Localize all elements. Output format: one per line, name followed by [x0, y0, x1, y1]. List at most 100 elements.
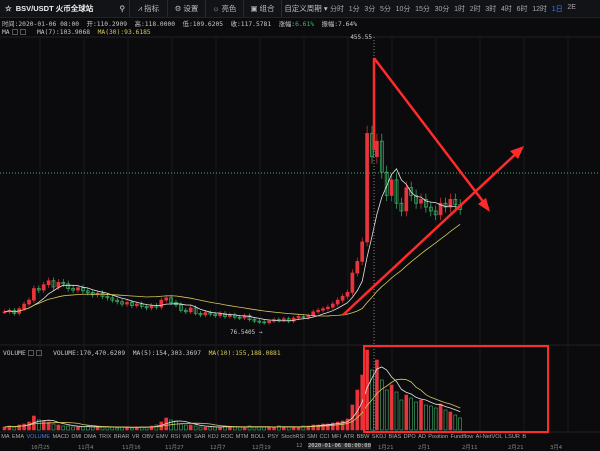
tab-stochrsi[interactable]: StochRSI [281, 434, 305, 440]
interval-3[interactable]: 5分 [379, 5, 391, 13]
volume-settings-icon[interactable] [27, 350, 34, 356]
volume-bar [61, 425, 66, 431]
tab-macd[interactable]: MACD [52, 434, 69, 440]
candle [433, 210, 438, 216]
tab-dmi[interactable]: DMI [71, 434, 82, 440]
settings-button[interactable]: ⚙ 设置 [168, 0, 206, 17]
candle [311, 311, 316, 317]
interval-2[interactable]: 3分 [364, 5, 376, 13]
search-icon[interactable]: ⚲ [119, 4, 126, 13]
tab-atr[interactable]: ATR [343, 434, 355, 440]
tab-vr[interactable]: VR [131, 434, 140, 440]
candle [355, 261, 360, 274]
volume-bar [27, 421, 31, 431]
ma-settings-icon[interactable] [11, 29, 18, 35]
custom-period-dropdown[interactable]: 自定义周期 ▾ [284, 4, 328, 13]
volume-bar [184, 424, 188, 431]
interval-9[interactable]: 3时 [485, 5, 497, 13]
interval-5[interactable]: 15分 [415, 5, 430, 13]
volume-bar [453, 414, 458, 431]
volume-ma10-line [4, 378, 461, 428]
interval-6[interactable]: 30分 [434, 5, 450, 13]
tab-boll[interactable]: BOLL [250, 434, 266, 440]
candle [144, 306, 149, 309]
volume-bar [41, 420, 46, 431]
tab-wr[interactable]: WR [182, 434, 192, 440]
tab-mfi[interactable]: MFI [331, 434, 342, 440]
interval-13[interactable]: 1日 [551, 5, 563, 13]
sun-icon: ☼ [212, 4, 220, 13]
tab-rsi[interactable]: RSI [170, 434, 180, 440]
volume-bar [36, 419, 41, 431]
tab-roc[interactable]: ROC [220, 434, 234, 440]
candle [252, 319, 257, 322]
theme-label: 亮色 [221, 4, 237, 13]
candle [149, 305, 154, 309]
tab-psy[interactable]: PSY [267, 434, 279, 440]
interval-0[interactable]: 分时 [330, 5, 344, 13]
tab-trix[interactable]: TRIX [98, 434, 112, 440]
tab-lsur[interactable]: LSUR [505, 434, 520, 440]
interval-11[interactable]: 6时 [516, 5, 528, 13]
star-icon[interactable]: ☆ [5, 4, 12, 13]
tab-ma[interactable]: MA [1, 434, 10, 440]
volume-bar [433, 407, 438, 431]
volume-bar [90, 426, 95, 431]
tab-skdj[interactable]: SKDJ [371, 434, 387, 440]
tab-dpo[interactable]: DPO [403, 434, 416, 440]
tab-sar[interactable]: SAR [194, 434, 206, 440]
volume-bar [228, 426, 232, 431]
date-label: 12 [296, 443, 303, 449]
combo-button[interactable]: ▣ 组合 [244, 0, 282, 17]
tab-bbw[interactable]: BBW [356, 434, 370, 440]
settings-label: 设置 [183, 4, 199, 13]
volume-bar [340, 420, 345, 431]
volume-bar [242, 426, 247, 431]
tab-ema[interactable]: EMA [11, 434, 25, 440]
candle [27, 299, 31, 305]
tab-cci[interactable]: CCI [319, 434, 330, 440]
ma-close-icon[interactable] [19, 29, 26, 35]
interval-7[interactable]: 1时 [454, 5, 466, 13]
symbol-selector[interactable]: ☆ BSV/USDT 火币全球站 ⚲ [0, 0, 130, 17]
tab-bias[interactable]: BIAS [388, 434, 402, 440]
interval-4[interactable]: 10分 [395, 5, 411, 13]
tab-ai-netvol[interactable]: AI-NetVOL [475, 434, 503, 440]
tab-position[interactable]: Position [428, 434, 449, 440]
toolbar: ☆ BSV/USDT 火币全球站 ⚲ ⩘ 指标 ⚙ 设置 ☼ 亮色 ▣ 组合 自定义周期 ▾… [0, 0, 600, 18]
volume-close-icon[interactable] [35, 350, 42, 356]
volume-bar [56, 424, 61, 431]
tab-mtm[interactable]: MTM [235, 434, 249, 440]
tab-smi[interactable]: SMI [307, 434, 318, 440]
indicators-button[interactable]: ⩘ 指标 [130, 0, 168, 17]
ma30-value: MA(30):93.6185 [97, 29, 151, 36]
volume-bar [233, 426, 237, 431]
tab-obv[interactable]: OBV [141, 434, 154, 440]
volume-bar [262, 426, 267, 431]
volume-bar [448, 411, 453, 431]
tab-brar[interactable]: BRAR [113, 434, 130, 440]
interval-8[interactable]: 2时 [469, 5, 481, 13]
interval-10[interactable]: 4时 [501, 5, 512, 13]
tab-dma[interactable]: DMA [83, 434, 97, 440]
tab-fundflow[interactable]: Fundflow [450, 434, 474, 440]
tab-ad[interactable]: AD [418, 434, 426, 440]
candle [228, 314, 232, 317]
interval-12[interactable]: 12时 [532, 5, 548, 13]
tab-volume[interactable]: VOLUME [26, 434, 51, 440]
date-label: 2月11 [462, 445, 478, 451]
volume-bar [203, 426, 208, 431]
volume-bar [252, 426, 257, 431]
tab-b[interactable]: B [522, 434, 527, 440]
theme-button[interactable]: ☼ 亮色 [206, 0, 244, 17]
volume-bar [424, 404, 428, 431]
tab-emv[interactable]: EMV [156, 434, 169, 440]
tab-kdj[interactable]: KDJ [207, 434, 219, 440]
candle [453, 198, 458, 206]
date-label: 11月27 [165, 445, 184, 451]
interval-14[interactable]: 2E [567, 3, 576, 11]
volume-bar [86, 425, 90, 431]
interval-1[interactable]: 1分 [348, 5, 360, 13]
candle [296, 316, 301, 319]
